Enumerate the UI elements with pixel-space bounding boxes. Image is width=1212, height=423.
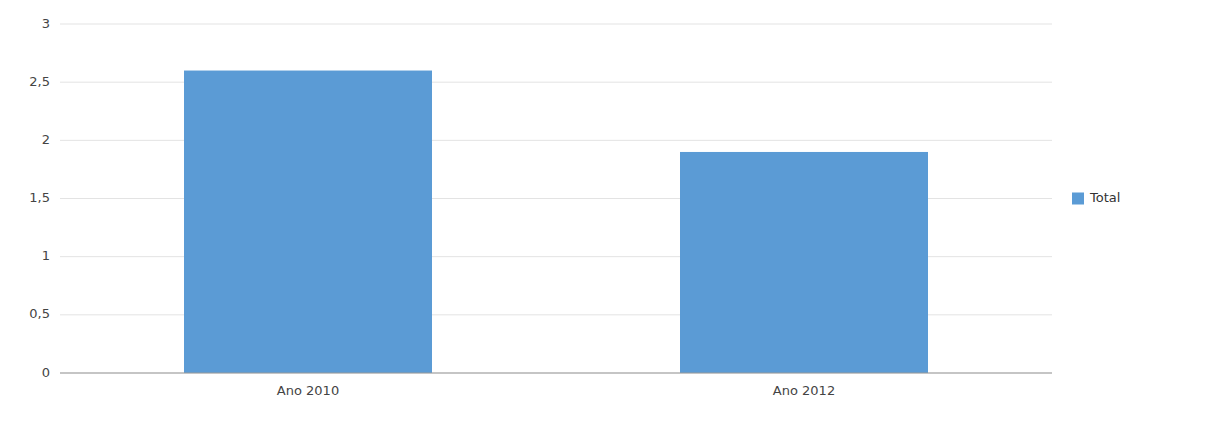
y-tick-label: 2 <box>42 132 50 147</box>
bar <box>680 152 928 373</box>
x-tick-label: Ano 2010 <box>277 383 339 398</box>
y-axis: 0 0,5 1 1,5 2 2,5 3 <box>29 16 50 380</box>
x-axis: Ano 2010 Ano 2012 <box>60 373 1052 398</box>
y-tick-label: 0,5 <box>29 306 50 321</box>
y-tick-label: 1,5 <box>29 190 50 205</box>
y-tick-label: 0 <box>42 365 50 380</box>
y-tick-label: 3 <box>42 16 50 31</box>
bar <box>184 71 432 373</box>
chart-container: 0 0,5 1 1,5 2 2,5 3 Ano 2010 Ano 2012 Total <box>0 0 1212 423</box>
x-tick-label: Ano 2012 <box>773 383 835 398</box>
bars <box>184 71 928 373</box>
legend-swatch <box>1072 193 1084 205</box>
y-tick-label: 2,5 <box>29 74 50 89</box>
legend: Total <box>1072 190 1120 205</box>
x-axis-line <box>60 373 1052 374</box>
y-tick-label: 1 <box>42 248 50 263</box>
grid <box>60 24 1052 373</box>
legend-label: Total <box>1089 190 1120 205</box>
grid-line <box>60 24 1052 25</box>
chart-svg: 0 0,5 1 1,5 2 2,5 3 Ano 2010 Ano 2012 Total <box>0 0 1212 423</box>
grid-line <box>60 373 1052 374</box>
